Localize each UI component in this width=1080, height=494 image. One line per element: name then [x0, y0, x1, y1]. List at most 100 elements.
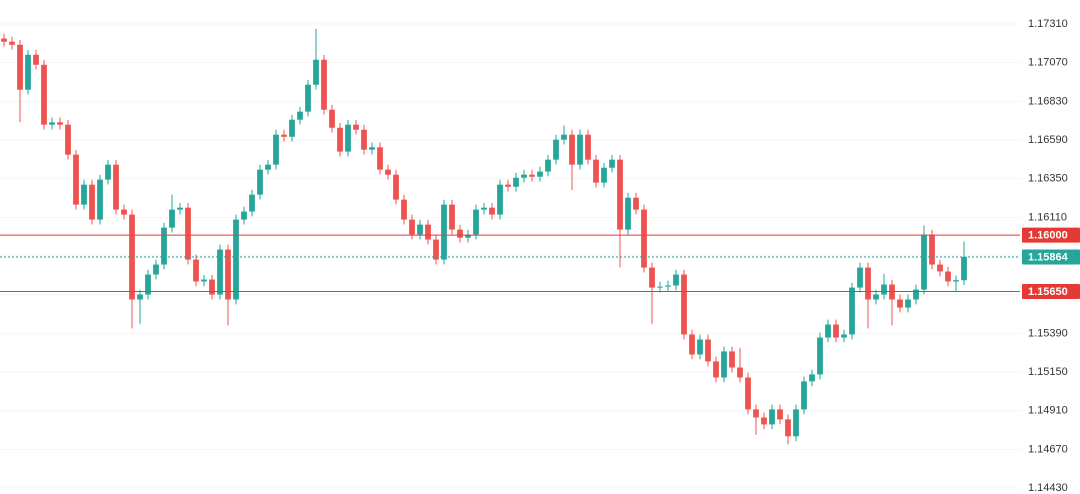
candle-body	[65, 124, 71, 155]
grid-layer	[0, 23, 1020, 489]
candle-body	[369, 147, 375, 150]
candle-body	[473, 209, 479, 235]
price-tag	[1022, 283, 1080, 299]
candle-body	[769, 409, 775, 425]
candle-body	[169, 209, 175, 228]
y-tick-label: 1.16830	[1028, 95, 1068, 107]
candle-body	[41, 64, 47, 125]
candle-body	[49, 122, 55, 125]
candle-body	[377, 147, 383, 170]
candle-layer	[1, 28, 967, 445]
candle-body	[465, 234, 471, 238]
candle-body	[513, 177, 519, 187]
candle-body	[865, 267, 871, 300]
y-tick-label: 1.14670	[1028, 443, 1068, 455]
candle-body	[785, 419, 791, 437]
candle-body	[633, 197, 639, 210]
y-tick-label: 1.16590	[1028, 134, 1068, 146]
candle-body	[177, 207, 183, 210]
candle-body	[721, 351, 727, 378]
candle-body	[137, 294, 143, 300]
candle-body	[217, 249, 223, 295]
candle-body	[665, 285, 671, 287]
candle-body	[153, 264, 159, 275]
candle-body	[441, 204, 447, 260]
candle-body	[737, 367, 743, 378]
candle-body	[825, 324, 831, 338]
candle-body	[313, 59, 319, 85]
candle-body	[793, 409, 799, 437]
candle-body	[897, 299, 903, 308]
candle-body	[97, 179, 103, 220]
candle-body	[337, 127, 343, 152]
candle-body	[681, 274, 687, 335]
candle-body	[833, 324, 839, 338]
candle-body	[329, 109, 335, 128]
candle-body	[529, 174, 535, 177]
candle-body	[81, 184, 87, 205]
candle-body	[545, 159, 551, 172]
y-tick-label: 1.14910	[1028, 405, 1068, 417]
candle-body	[57, 122, 63, 125]
candle-body	[225, 249, 231, 300]
candle-body	[305, 84, 311, 112]
candle-body	[401, 199, 407, 220]
candle-body	[657, 286, 663, 288]
candle-body	[9, 41, 15, 45]
candle-body	[505, 184, 511, 187]
candle-body	[521, 174, 527, 178]
candle-body	[697, 339, 703, 355]
candle-body	[593, 159, 599, 183]
candle-body	[753, 409, 759, 418]
candle-body	[209, 279, 215, 295]
candle-body	[489, 207, 495, 215]
candle-body	[249, 194, 255, 212]
candle-body	[945, 271, 951, 282]
y-tick-label: 1.16110	[1028, 211, 1067, 223]
candle-body	[841, 334, 847, 338]
candle-body	[17, 44, 23, 90]
candle-body	[433, 239, 439, 260]
candle-body	[185, 207, 191, 260]
candle-body	[1, 38, 7, 42]
candle-body	[905, 299, 911, 308]
price-tag	[1022, 227, 1080, 243]
candle-body	[609, 159, 615, 168]
candle-body	[481, 207, 487, 210]
candle-body	[289, 119, 295, 137]
candle-body	[961, 256, 967, 281]
candle-body	[193, 259, 199, 282]
candle-body	[873, 294, 879, 300]
price-tag-label: 1.15650	[1028, 286, 1068, 298]
candle-body	[321, 59, 327, 110]
candle-body	[745, 377, 751, 410]
candle-body	[257, 169, 263, 195]
candle-body	[641, 209, 647, 268]
y-tick-label: 1.17070	[1028, 57, 1068, 69]
candle-body	[393, 174, 399, 200]
candle-body	[585, 134, 591, 160]
candle-body	[937, 264, 943, 272]
candle-body	[929, 234, 935, 265]
y-tick-label: 1.14430	[1028, 482, 1068, 494]
price-line-layer	[0, 234, 1020, 292]
candle-body	[849, 287, 855, 335]
candle-body	[713, 361, 719, 378]
y-tick-label: 1.17310	[1028, 18, 1068, 30]
candle-body	[201, 279, 207, 282]
candle-body	[361, 129, 367, 150]
candle-body	[689, 334, 695, 355]
candle-body	[801, 381, 807, 410]
candle-body	[297, 111, 303, 120]
y-tick-label: 1.15150	[1028, 366, 1068, 378]
candle-body	[601, 167, 607, 183]
candle-body	[409, 219, 415, 235]
price-tag-label: 1.16000	[1028, 229, 1068, 241]
candle-body	[105, 164, 111, 180]
y-axis: 1.17310 1.17070 1.16830 1.16590 1.16350 1.161…	[1022, 18, 1080, 494]
candle-body	[457, 229, 463, 238]
candle-body	[25, 54, 31, 90]
candle-body	[561, 134, 567, 140]
